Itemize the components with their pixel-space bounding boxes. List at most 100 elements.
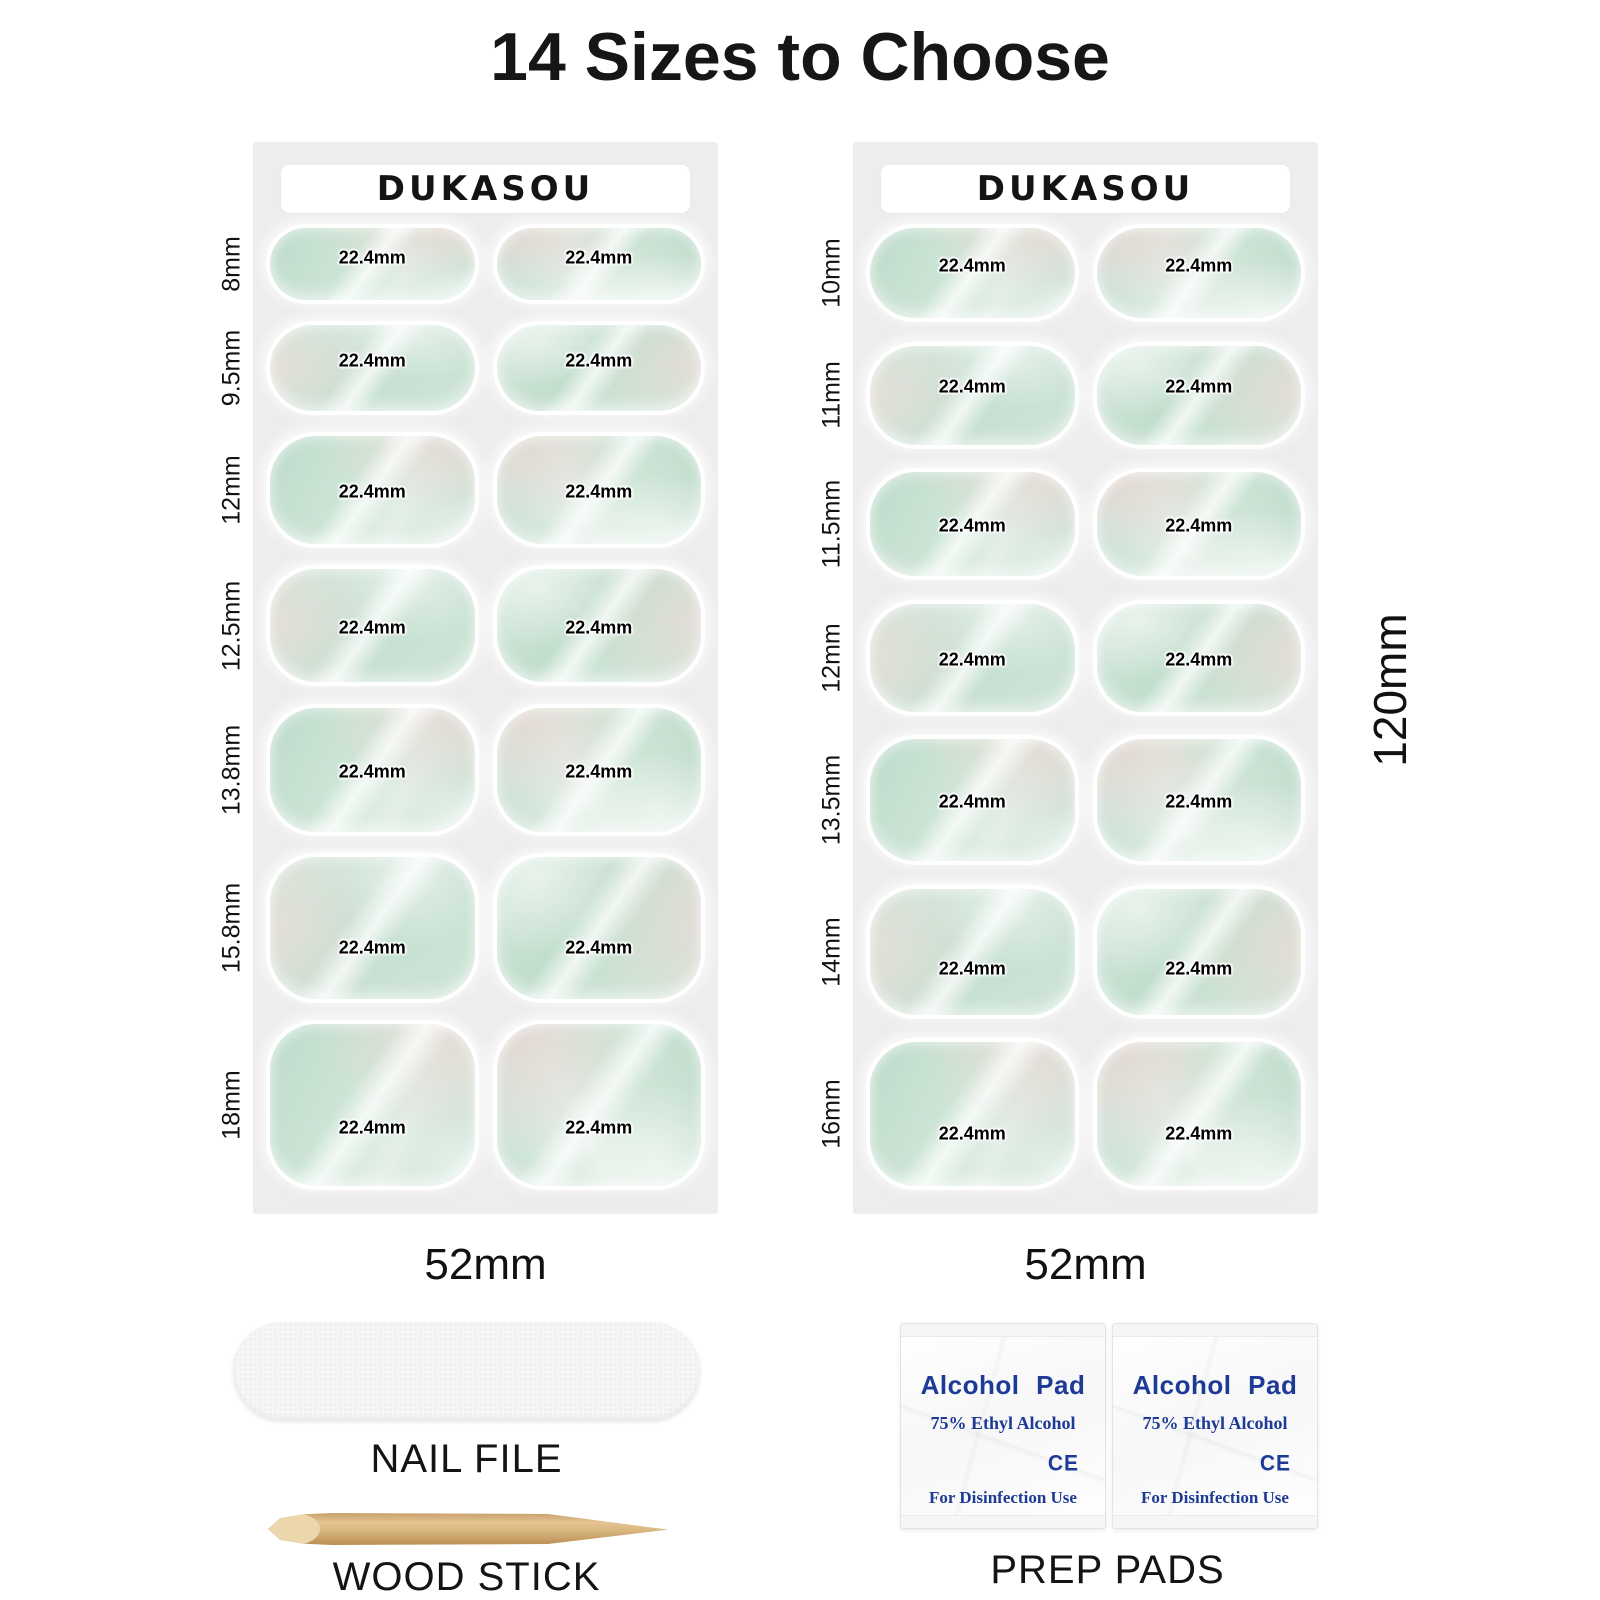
nail-wrap: 22.4mm (1096, 603, 1301, 712)
prep-pads-label: PREP PADS (990, 1548, 1225, 1592)
nail-width-label: 22.4mm (938, 255, 1006, 276)
nail-width-label: 22.4mm (938, 515, 1006, 536)
nail-wrap: 22.4mm (870, 228, 1075, 318)
nail-wrap: 22.4mm (496, 325, 701, 412)
alcohol-pad-footer: For Disinfection Use (1141, 1488, 1289, 1507)
nail-width-label: 22.4mm (565, 617, 633, 638)
nail-width-label: 22.4mm (338, 1117, 406, 1138)
nail-wrap: 22.4mm (870, 888, 1075, 1015)
row-size-label: 12mm (817, 622, 846, 693)
wood-stick-image (268, 1513, 668, 1545)
nail-row: 12mm 22.4mm 22.4mm (218, 436, 701, 545)
nail-wrap: 22.4mm (1096, 888, 1301, 1015)
row-size-label: 10mm (817, 238, 846, 308)
nail-width-label: 22.4mm (565, 350, 633, 371)
alcohol-pad: Alcohol Pad 75% Ethyl Alcohol CE For Dis… (900, 1323, 1106, 1529)
nail-width-label: 22.4mm (338, 937, 406, 958)
nail-wrap: 22.4mm (870, 472, 1075, 576)
page-title: 14 Sizes to Choose (490, 19, 1110, 95)
nail-wrap: 22.4mm (870, 345, 1075, 445)
nail-wrap: 22.4mm (1096, 739, 1301, 861)
nail-row: 9.5mm 22.4mm 22.4mm (218, 325, 701, 412)
nail-wrap: 22.4mm (496, 569, 701, 683)
sheet-width-label-right: 52mm (1024, 1240, 1147, 1289)
nail-width-label: 22.4mm (938, 1123, 1006, 1144)
nail-row: 10mm 22.4mm 22.4mm (818, 228, 1301, 318)
nail-row: 18mm 22.4mm 22.4mm (218, 1023, 701, 1186)
alcohol-pad-title: Alcohol Pad (920, 1370, 1086, 1400)
nail-width-label: 22.4mm (1165, 376, 1233, 397)
nail-width-label: 22.4mm (565, 481, 633, 502)
nail-wrap: 22.4mm (270, 569, 475, 683)
nail-width-label: 22.4mm (938, 376, 1006, 397)
nail-width-label: 22.4mm (338, 247, 406, 268)
row-size-label: 9.5mm (217, 329, 246, 407)
nail-row: 12.5mm 22.4mm 22.4mm (218, 569, 701, 683)
nail-wrap: 22.4mm (870, 739, 1075, 861)
row-size-label: 12.5mm (217, 580, 246, 672)
nail-wrap: 22.4mm (270, 325, 475, 412)
nail-width-label: 22.4mm (338, 350, 406, 371)
sheet-height-label: 120mm (1364, 613, 1416, 767)
nail-row: 13.5mm 22.4mm 22.4mm (818, 739, 1301, 861)
nail-row: 13.8mm 22.4mm 22.4mm (218, 707, 701, 832)
nail-row: 16mm 22.4mm 22.4mm (818, 1042, 1301, 1186)
row-size-label: 13.5mm (817, 754, 846, 846)
prep-pads-group: Alcohol Pad 75% Ethyl Alcohol CE For Dis… (900, 1323, 1318, 1529)
nail-sheet-left: DUKASOU 8mm 22.4mm 22.4mm 9.5mm 22.4mm 22.4mm… (218, 142, 718, 1214)
nail-file-label: NAIL FILE (370, 1437, 563, 1481)
nail-row: 11.5mm 22.4mm 22.4mm (818, 472, 1301, 576)
nail-width-label: 22.4mm (1165, 515, 1233, 536)
nail-wrap: 22.4mm (1096, 472, 1301, 576)
alcohol-pad-footer: For Disinfection Use (929, 1488, 1077, 1507)
nail-wrap: 22.4mm (496, 856, 701, 999)
nail-rows: 8mm 22.4mm 22.4mm 9.5mm 22.4mm 22.4mm 12mm 22.4… (218, 228, 701, 1186)
nail-wrap: 22.4mm (270, 436, 475, 545)
nail-width-label: 22.4mm (1165, 649, 1233, 670)
brand-pill: DUKASOU (881, 165, 1290, 213)
nail-wrap: 22.4mm (270, 1023, 475, 1186)
nail-wrap: 22.4mm (1096, 1042, 1301, 1186)
ce-mark: CE (1259, 1451, 1291, 1476)
nail-width-label: 22.4mm (338, 761, 406, 782)
nail-wrap: 22.4mm (270, 856, 475, 999)
row-size-label: 11mm (817, 361, 846, 429)
alcohol-pad-subtitle: 75% Ethyl Alcohol (930, 1413, 1076, 1433)
nail-width-label: 22.4mm (1165, 958, 1233, 979)
nail-wrap: 22.4mm (870, 603, 1075, 712)
nail-width-label: 22.4mm (565, 1117, 633, 1138)
nail-width-label: 22.4mm (565, 247, 633, 268)
ce-mark: CE (1047, 1451, 1079, 1476)
brand-label: DUKASOU (976, 169, 1195, 209)
wood-stick-label: WOOD STICK (332, 1555, 601, 1599)
nail-width-label: 22.4mm (565, 761, 633, 782)
alcohol-pad: Alcohol Pad 75% Ethyl Alcohol CE For Dis… (1112, 1323, 1318, 1529)
alcohol-pad-subtitle: 75% Ethyl Alcohol (1142, 1413, 1288, 1433)
row-size-label: 18mm (217, 1070, 246, 1140)
alcohol-pad-title: Alcohol Pad (1132, 1370, 1298, 1400)
nail-wrap: 22.4mm (496, 436, 701, 545)
row-size-label: 8mm (217, 236, 246, 292)
nail-width-label: 22.4mm (1165, 1123, 1233, 1144)
nail-width-label: 22.4mm (565, 937, 633, 958)
nail-width-label: 22.4mm (338, 617, 406, 638)
brand-pill: DUKASOU (281, 165, 690, 213)
nail-file-image (233, 1322, 700, 1420)
nail-wrap: 22.4mm (496, 1023, 701, 1186)
nail-row: 14mm 22.4mm 22.4mm (818, 888, 1301, 1015)
row-size-label: 11.5mm (817, 479, 846, 569)
brand-label: DUKASOU (376, 169, 595, 209)
nail-wrap: 22.4mm (270, 707, 475, 832)
nail-width-label: 22.4mm (1165, 791, 1233, 812)
nail-row: 11mm 22.4mm 22.4mm (818, 345, 1301, 445)
nail-wrap: 22.4mm (870, 1042, 1075, 1186)
nail-wrap: 22.4mm (1096, 228, 1301, 318)
row-size-label: 13.8mm (217, 724, 246, 815)
nail-wrap: 22.4mm (1096, 345, 1301, 445)
nail-row: 15.8mm 22.4mm 22.4mm (218, 856, 701, 999)
row-size-label: 14mm (817, 916, 846, 987)
nail-width-label: 22.4mm (938, 649, 1006, 670)
nail-rows: 10mm 22.4mm 22.4mm 11mm 22.4mm 22.4mm 11.5mm 22… (818, 228, 1301, 1186)
nail-width-label: 22.4mm (1165, 255, 1233, 276)
